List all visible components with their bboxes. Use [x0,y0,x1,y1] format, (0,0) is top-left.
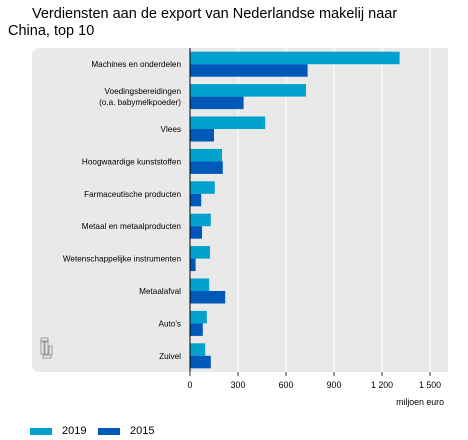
bar-2015 [190,258,196,272]
bar-2019 [190,246,210,259]
x-tick-label: 900 [327,380,342,390]
bar-2019 [190,181,215,194]
bar-2015 [190,323,203,336]
legend-label-2019: 2019 [62,425,87,437]
cbs-logo-icon [40,337,53,359]
x-tick-label: 600 [279,380,294,390]
bar-2019 [190,343,206,356]
x-tick-label: 1 200 [371,380,393,390]
category-label: Voedingsbereidingen [105,87,182,96]
bar-2015 [190,161,223,174]
bar-2019 [190,310,207,324]
x-tick-label: 300 [231,380,246,390]
x-tick-label: 1 500 [419,380,441,390]
category-label: Farmaceutische producten [84,190,181,199]
x-axis-label: miljoen euro [396,397,444,407]
category-label: Machines en onderdelen [91,60,181,69]
bar-2015 [190,96,244,110]
category-label: Metaalafval [139,287,181,296]
category-label: Zuivel [159,352,181,361]
chart-title-line-2: China, top 10 [8,23,95,39]
legend-swatch-2015 [98,427,120,435]
chart-title-line-1: Verdiensten aan de export van Nederlands… [32,6,398,22]
legend-item-2019: 2019 [30,425,86,437]
category-label: Auto's [159,319,182,328]
category-label: Metaal en metaalproducten [82,222,182,231]
bar-2019 [190,148,222,162]
legend-item-2015: 2015 [98,425,154,437]
category-label: Hoogwaardige kunststoffen [82,157,182,166]
bar-2015 [190,129,214,142]
bar-2015 [190,291,226,304]
chart-title: Verdiensten aan de export van Nederlands… [8,6,448,40]
bar-2019 [190,51,400,65]
legend-swatch-2019 [30,427,52,435]
category-label: (o.a. babymelkpoeder) [99,98,181,107]
label-panel [32,48,190,372]
bar-2019 [190,213,211,227]
legend-label-2015: 2015 [130,425,155,437]
category-label: Vlees [161,125,181,134]
bar-2015 [190,226,202,239]
bar-2015 [190,64,308,77]
bar-2015 [190,193,202,207]
bar-2015 [190,355,211,369]
bar-2019 [190,116,266,129]
bar-2019 [190,84,306,97]
x-tick-label: 0 [188,380,193,390]
bar-2019 [190,278,210,291]
category-label: Wetenschappelijke instrumenten [63,255,182,264]
